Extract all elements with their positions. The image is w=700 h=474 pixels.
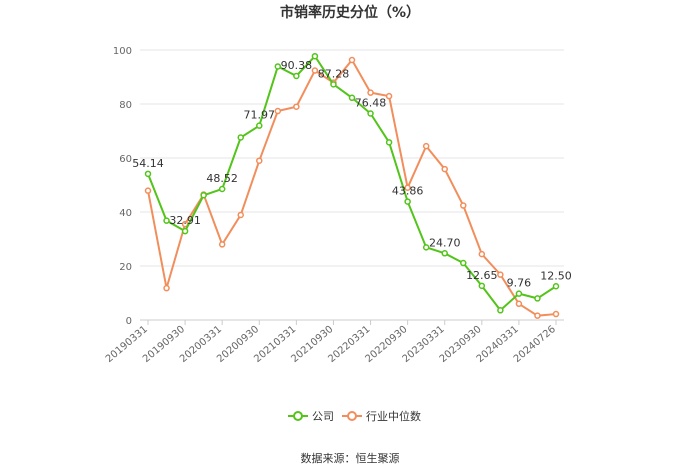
data-label: 90.38	[281, 59, 313, 72]
data-point	[367, 89, 374, 96]
data-point	[218, 241, 226, 248]
data-point	[237, 211, 244, 219]
source-note: 数据来源：恒生聚源	[301, 451, 400, 465]
legend-label: 公司	[312, 410, 334, 423]
data-point	[274, 107, 282, 115]
y-tick-label: 100	[113, 46, 132, 57]
data-point	[422, 142, 430, 150]
data-point	[534, 312, 541, 319]
data-point	[181, 227, 189, 235]
data-point	[404, 184, 411, 191]
series-1	[144, 56, 560, 319]
data-point	[367, 110, 374, 117]
data-point	[497, 271, 504, 278]
series-lines	[144, 52, 560, 319]
y-tick-label: 60	[119, 154, 132, 165]
data-labels: 54.14 32.91 48.52 71.97 90.38 87.28 76.48 43.86…	[132, 59, 572, 290]
data-point	[256, 122, 263, 129]
legend-swatch-marker	[293, 411, 303, 421]
data-point	[404, 198, 411, 205]
data-point	[552, 283, 560, 290]
data-point	[311, 52, 319, 60]
data-label: 9.76	[507, 277, 532, 290]
y-axis-ticks: 0 20 40 60 80 100	[113, 46, 132, 327]
data-label: 12.50	[540, 269, 572, 282]
data-point	[163, 217, 170, 224]
data-point	[200, 192, 207, 199]
data-point	[293, 72, 300, 80]
data-point	[218, 185, 226, 193]
data-label: 48.52	[206, 172, 238, 185]
chart-title: 市销率历史分位（%）	[280, 4, 420, 21]
legend-label: 行业中位数	[366, 409, 421, 423]
data-label: 76.48	[355, 97, 387, 110]
y-tick-label: 40	[119, 208, 132, 219]
data-point	[163, 284, 170, 292]
data-point	[534, 295, 541, 302]
series-0	[144, 52, 560, 314]
data-point	[441, 165, 448, 173]
data-point	[144, 187, 152, 194]
data-point	[552, 310, 560, 318]
data-point	[515, 290, 523, 297]
legend-item[interactable]: 公司	[288, 410, 334, 423]
data-point	[293, 103, 300, 110]
data-point	[144, 170, 152, 178]
data-point	[274, 63, 282, 70]
data-point	[348, 56, 356, 64]
data-point	[478, 282, 486, 290]
data-label: 87.28	[318, 67, 350, 80]
data-point	[385, 92, 393, 100]
data-label: 32.91	[169, 214, 201, 227]
data-label: 24.70	[429, 236, 461, 249]
data-point	[311, 67, 319, 74]
y-tick-label: 0	[126, 316, 132, 327]
data-label: 71.97	[244, 109, 276, 122]
legend-swatch-marker	[347, 411, 357, 421]
data-point	[385, 139, 393, 146]
y-tick-label: 80	[119, 100, 132, 111]
data-point	[256, 157, 263, 164]
data-point	[441, 250, 448, 257]
y-tick-label: 20	[119, 262, 132, 273]
x-axis-ticks: 2019033120190930202003312020093020210331…	[104, 320, 558, 365]
data-point	[237, 134, 244, 141]
data-point	[422, 244, 430, 251]
legend[interactable]: 公司 行业中位数	[288, 409, 421, 423]
legend-item[interactable]: 行业中位数	[342, 409, 421, 423]
grid-lines	[140, 49, 564, 321]
data-point	[330, 81, 337, 88]
data-label: 54.14	[132, 157, 164, 170]
data-point	[348, 94, 356, 102]
data-point	[515, 300, 523, 308]
data-point	[460, 202, 467, 209]
data-point	[478, 250, 486, 258]
data-label: 12.65	[466, 269, 498, 282]
data-point	[497, 307, 504, 314]
data-label: 43.86	[392, 185, 424, 198]
data-point	[460, 259, 467, 267]
